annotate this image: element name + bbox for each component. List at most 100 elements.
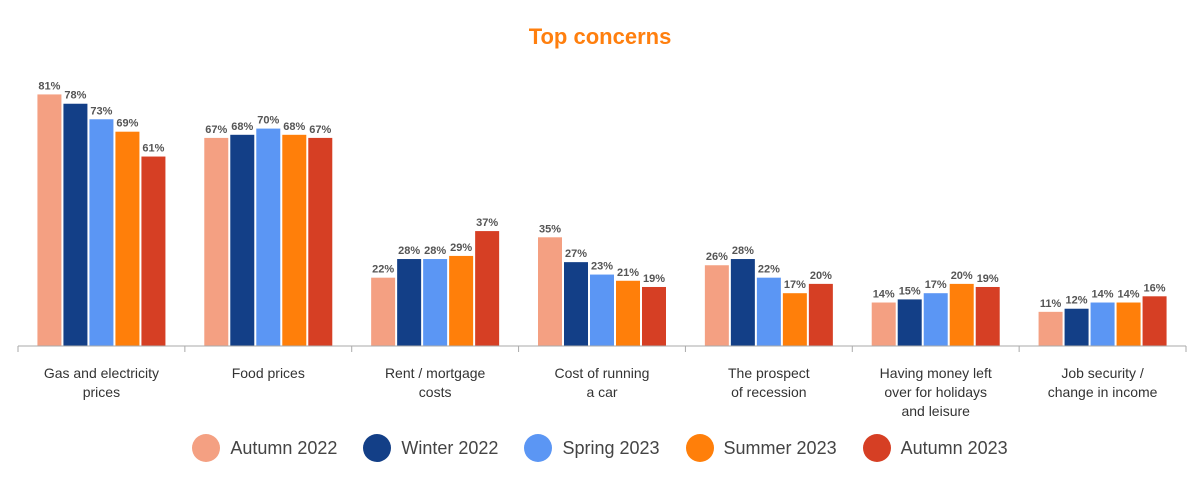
- bar: [449, 255, 474, 346]
- bar: [37, 94, 62, 347]
- data-label: 17%: [784, 279, 806, 291]
- bar: [538, 237, 562, 346]
- data-label: 78%: [64, 90, 86, 102]
- bars-layer: [37, 94, 1167, 347]
- data-label: 21%: [617, 267, 639, 279]
- bar: [704, 265, 729, 346]
- category-label: and leisure: [901, 403, 970, 419]
- data-label: 68%: [283, 121, 305, 133]
- data-label: 20%: [951, 270, 973, 282]
- category-label: a car: [586, 384, 617, 400]
- chart-title: Top concerns: [528, 24, 672, 49]
- data-label: 70%: [257, 115, 279, 127]
- bar: [256, 128, 281, 346]
- legend-swatch: [363, 434, 392, 462]
- category-labels-layer: Gas and electricity prices Food prices Rent…: [44, 365, 1158, 419]
- legend-label: Winter 2022: [401, 437, 499, 458]
- bar: [808, 283, 833, 346]
- data-label: 61%: [142, 143, 164, 155]
- data-label: 35%: [539, 223, 561, 235]
- bar: [1090, 302, 1115, 346]
- bar: [1038, 311, 1063, 346]
- legend-label: Spring 2023: [562, 437, 660, 458]
- bar: [204, 137, 229, 346]
- data-label: 23%: [591, 261, 613, 273]
- bar: [730, 259, 755, 346]
- data-label: 28%: [424, 245, 446, 257]
- legend-item: Spring 2023: [524, 434, 660, 462]
- bar: [397, 259, 422, 346]
- bar: [897, 299, 922, 346]
- data-label: 67%: [205, 124, 227, 136]
- bar-chart: 81% 78% 73% 69% 61% 67% 68% 70% 68% 67% 22% 28% 28% 2…: [17, 80, 1187, 419]
- bar: [564, 262, 588, 346]
- bar: [308, 137, 333, 346]
- bar: [63, 103, 88, 346]
- data-label: 22%: [372, 264, 394, 276]
- data-label: 28%: [398, 245, 420, 257]
- bar: [782, 293, 807, 346]
- data-label: 11%: [1040, 298, 1062, 310]
- bar: [371, 277, 396, 346]
- bar: [616, 280, 640, 346]
- category-label: Rent / mortgage: [385, 365, 486, 381]
- bar: [115, 131, 140, 346]
- legend: Autumn 2022 Winter 2022 Spring 2023 Summer …: [0, 434, 1200, 462]
- bar: [1064, 308, 1089, 346]
- category-label: of recession: [731, 384, 806, 400]
- legend-swatch: [685, 434, 714, 462]
- bar: [230, 134, 255, 346]
- category-label: Job security /: [1061, 365, 1144, 381]
- bar: [871, 302, 896, 346]
- data-label: 16%: [1144, 282, 1166, 294]
- data-label: 67%: [309, 124, 331, 136]
- data-label: 14%: [1092, 289, 1114, 301]
- bar: [141, 156, 166, 346]
- category-label: Gas and electricity: [44, 365, 159, 381]
- data-label: 14%: [1118, 289, 1140, 301]
- value-labels-layer: 81% 78% 73% 69% 61% 67% 68% 70% 68% 67% 22% 28% 28% 2…: [38, 80, 1165, 309]
- bar: [642, 286, 666, 346]
- category-label: prices: [83, 384, 120, 400]
- bar: [975, 286, 1000, 346]
- legend-label: Summer 2023: [723, 437, 837, 458]
- category-label: costs: [419, 384, 452, 400]
- data-label: 68%: [231, 121, 253, 133]
- bar: [89, 119, 114, 346]
- data-label: 14%: [873, 289, 895, 301]
- data-label: 15%: [899, 285, 921, 297]
- data-label: 26%: [706, 251, 728, 263]
- bar: [949, 283, 974, 346]
- data-label: 19%: [643, 273, 665, 285]
- bar: [590, 274, 614, 346]
- data-label: 19%: [977, 273, 999, 285]
- data-label: 81%: [38, 80, 60, 92]
- category-label: The prospect: [728, 365, 810, 381]
- data-label: 17%: [925, 279, 947, 291]
- bar: [923, 293, 948, 346]
- legend-item: Winter 2022: [363, 434, 498, 462]
- bar: [282, 134, 307, 346]
- category-label: Having money left: [880, 365, 992, 381]
- data-label: 22%: [758, 264, 780, 276]
- data-label: 12%: [1066, 295, 1088, 307]
- bar: [756, 277, 781, 346]
- bar: [423, 259, 448, 346]
- legend-swatch: [524, 434, 553, 462]
- bar: [475, 231, 500, 346]
- data-label: 20%: [810, 270, 832, 282]
- bar: [1116, 302, 1141, 346]
- bar: [1142, 296, 1167, 346]
- legend-item: Autumn 2023: [862, 434, 1008, 462]
- category-label: over for holidays: [884, 384, 987, 400]
- legend-item: Autumn 2022: [192, 434, 337, 462]
- legend-swatch: [862, 434, 891, 462]
- category-label: Cost of running: [555, 365, 650, 381]
- data-label: 29%: [450, 242, 472, 254]
- legend-label: Autumn 2022: [230, 437, 338, 458]
- data-label: 37%: [476, 217, 498, 229]
- legend-label: Autumn 2023: [900, 437, 1008, 458]
- legend-item: Summer 2023: [685, 434, 837, 462]
- data-label: 73%: [90, 105, 112, 117]
- category-label: Food prices: [232, 365, 305, 381]
